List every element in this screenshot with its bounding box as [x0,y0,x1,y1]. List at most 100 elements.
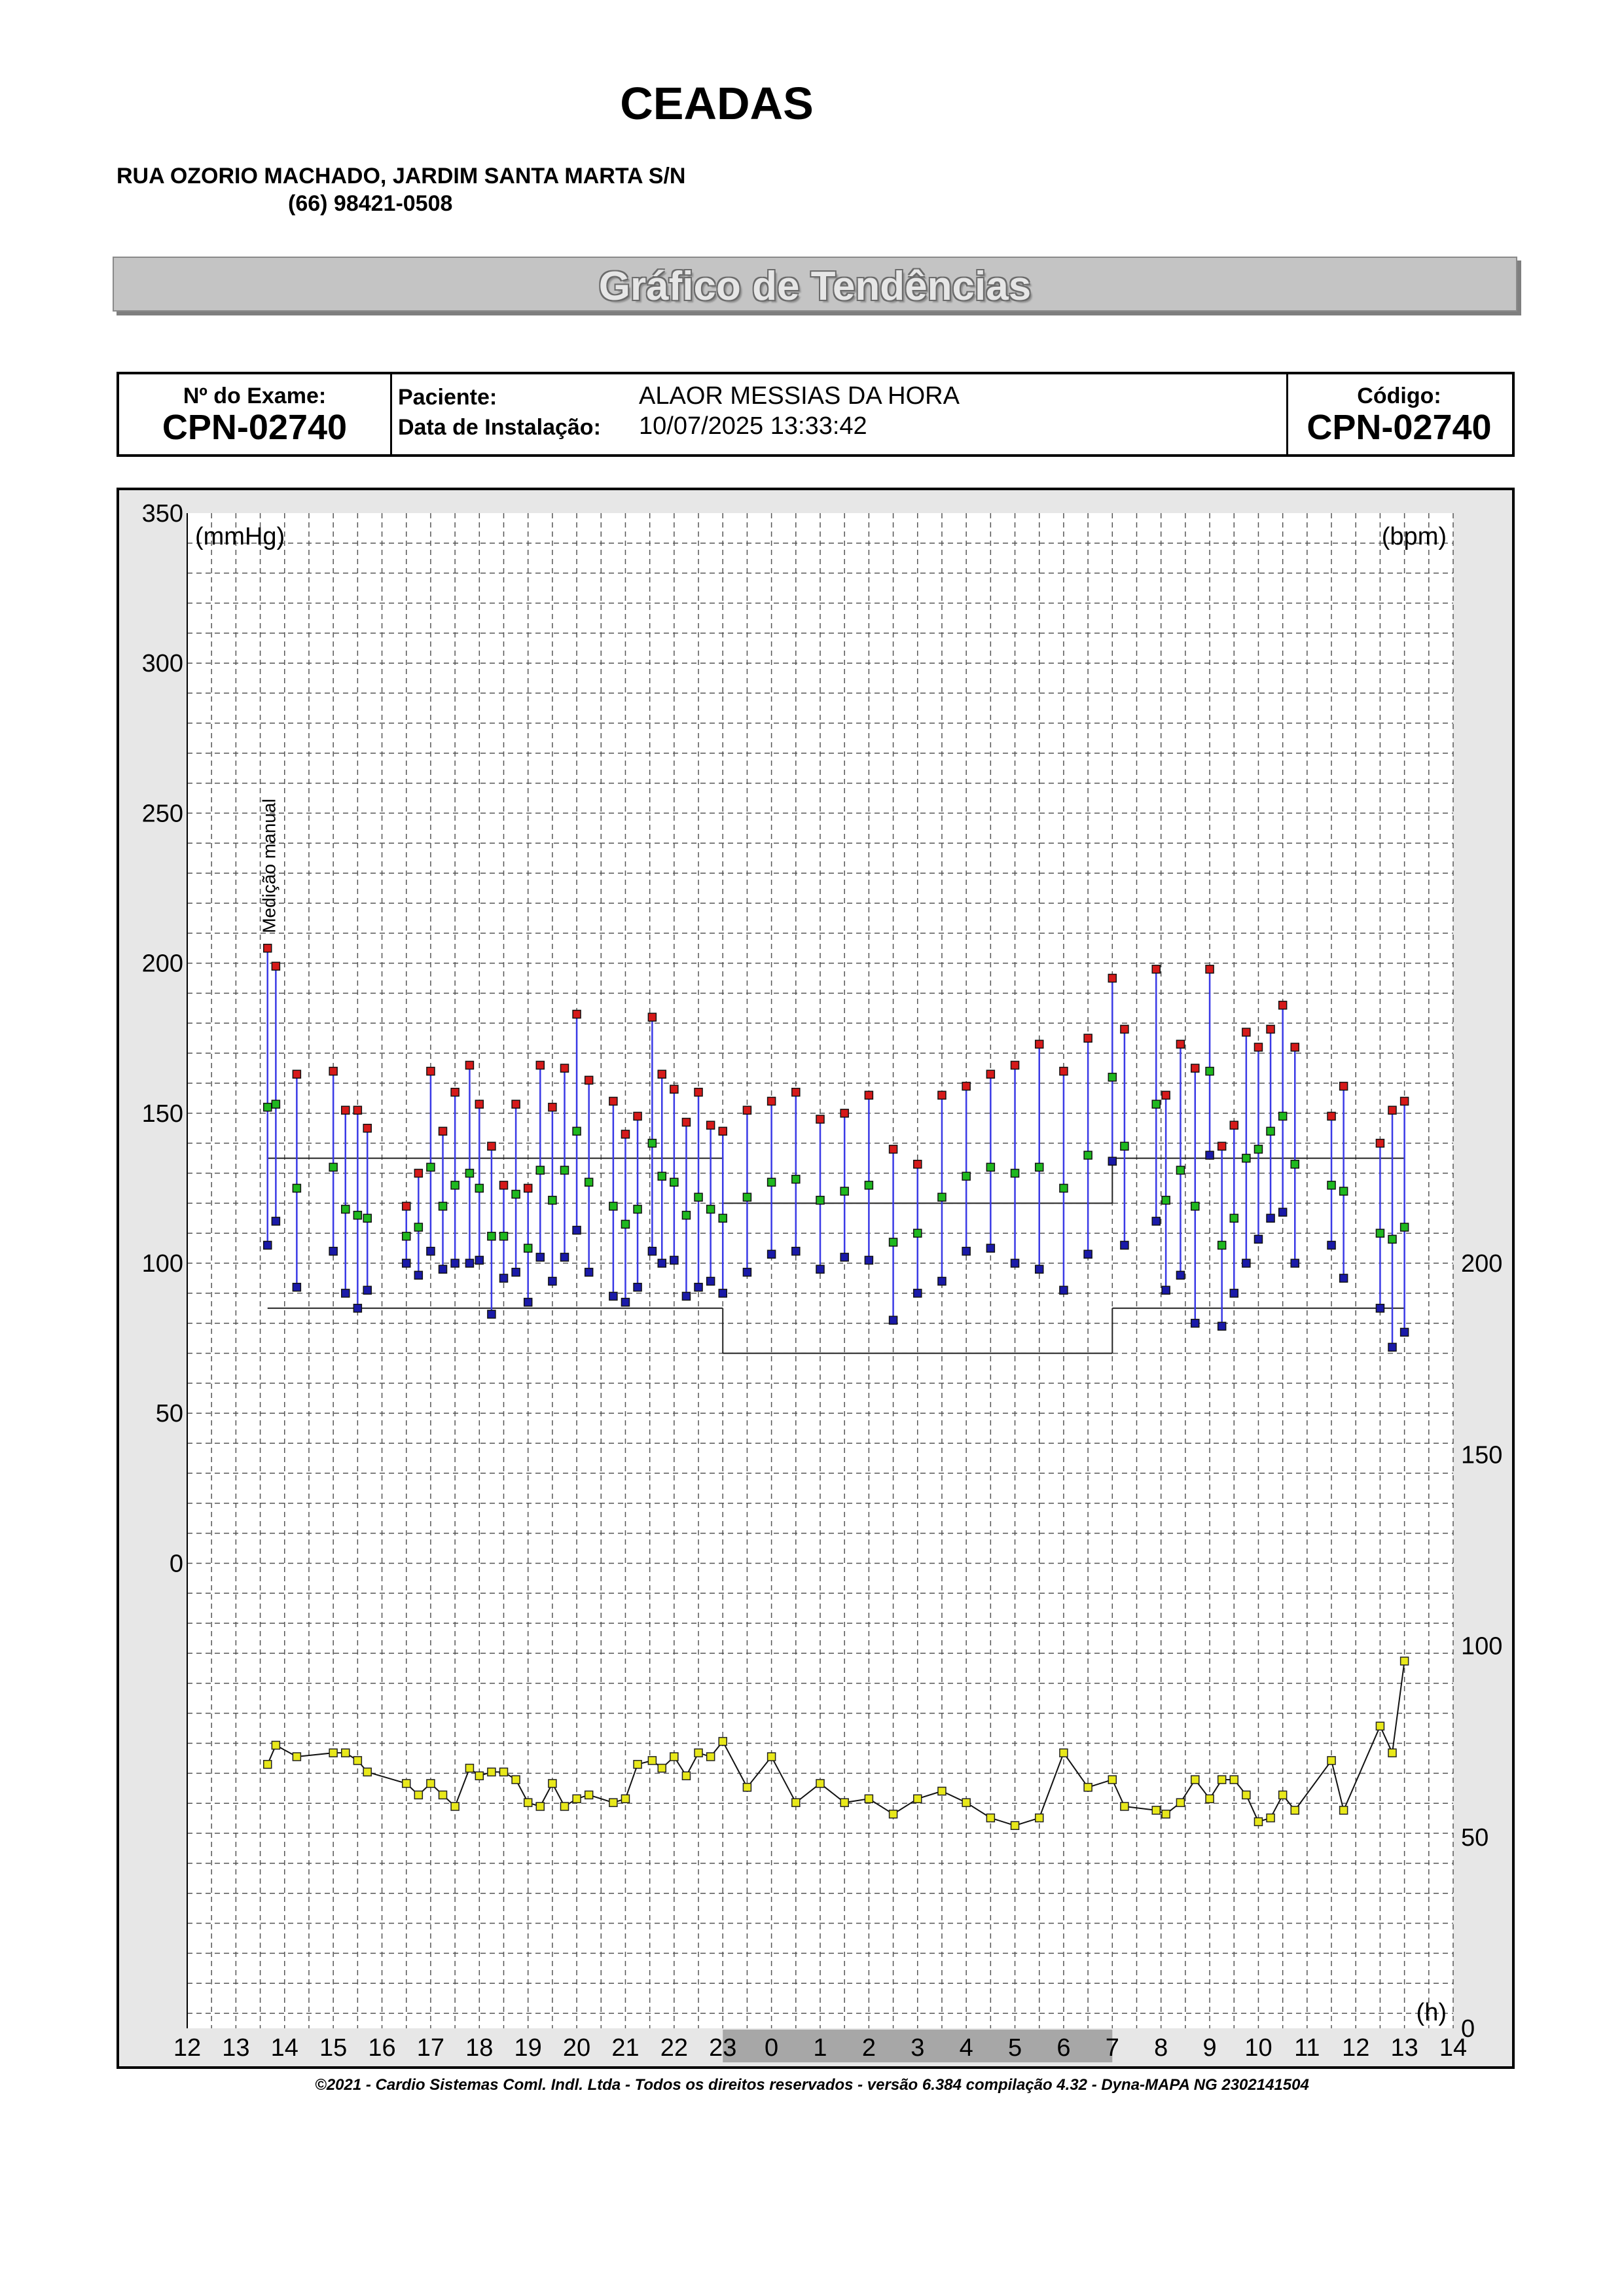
diastolic-point [353,1304,363,1313]
mean-pressure-point [1278,1111,1288,1121]
diastolic-point [633,1282,642,1292]
heart-rate-point [1108,1775,1117,1784]
diastolic-point [450,1259,460,1268]
y-left-tick-label: 350 [142,500,183,528]
heart-rate-point [937,1786,947,1796]
x-tick-label: 17 [417,2034,444,2062]
diastolic-point [1120,1240,1129,1250]
systolic-point [487,1141,496,1151]
systolic-point [962,1081,971,1091]
diastolic-point [1151,1217,1161,1226]
y-left-tick-label: 250 [142,800,183,827]
heart-rate-point [426,1779,435,1788]
x-tick-label: 0 [765,2034,778,2062]
systolic-point [438,1126,448,1136]
exam-number-value: CPN-02740 [162,408,348,447]
mean-pressure-point [262,1102,272,1112]
systolic-point [647,1013,657,1022]
systolic-point [767,1096,776,1106]
systolic-point [363,1124,372,1133]
systolic-point [913,1160,922,1169]
x-tick-label: 14 [271,2034,298,2062]
diastolic-point [1242,1259,1251,1268]
mean-pressure-point [621,1219,630,1229]
diastolic-point [937,1276,947,1286]
systolic-point [609,1096,618,1106]
x-tick-label: 18 [465,2034,493,2062]
diastolic-point [465,1259,475,1268]
systolic-point [292,1069,302,1079]
systolic-point [1399,1096,1409,1106]
diastolic-point [292,1282,302,1292]
heart-rate-point [816,1779,825,1788]
mean-pressure-point [353,1210,363,1220]
heart-rate-point [560,1802,569,1811]
heart-rate-point [1278,1790,1288,1800]
diastolic-point [1161,1285,1170,1295]
systolic-point [888,1145,898,1154]
y-left-tick-label: 150 [142,1100,183,1128]
diastolic-point [499,1274,509,1283]
systolic-point [657,1069,666,1079]
y-left-tick-label: 300 [142,650,183,677]
systolic-point [329,1066,338,1076]
heart-rate-point [499,1767,509,1777]
diastolic-point [706,1276,715,1286]
systolic-point [1010,1060,1020,1070]
systolic-point [670,1085,679,1094]
diastolic-point [487,1310,496,1319]
systolic-point [1278,1001,1288,1010]
diastolic-point [1327,1240,1336,1250]
x-tick-label: 16 [368,2034,395,2062]
diastolic-point [262,1240,272,1250]
systolic-point [1108,973,1117,983]
mean-pressure-point [414,1223,424,1232]
systolic-point [1151,965,1161,974]
x-tick-label: 4 [960,2034,973,2062]
mean-pressure-point [584,1177,594,1187]
heart-rate-point [694,1748,703,1757]
code-cell: Código: CPN-02740 [1286,374,1512,454]
mean-pressure-point [1034,1162,1044,1172]
systolic-point [694,1087,703,1097]
heart-rate-point [584,1790,594,1800]
mean-pressure-point [511,1189,520,1199]
x-tick-label: 10 [1244,2034,1272,2062]
heart-rate-point [840,1798,849,1807]
install-date-value: 10/07/2025 13:33:42 [639,412,867,440]
diastolic-point [1388,1342,1397,1352]
heart-rate-point [742,1783,752,1792]
heart-rate-point [1191,1775,1200,1784]
x-unit: (h) [1416,1999,1447,2026]
y-left-tick-label: 0 [170,1550,183,1577]
systolic-point [262,943,272,953]
systolic-point [1388,1105,1397,1115]
systolic-point [1290,1043,1299,1052]
mean-pressure-point [438,1202,448,1211]
exam-number-label: Nº do Exame: [183,384,327,408]
heart-rate-point [718,1736,727,1746]
systolic-point [426,1066,435,1076]
diastolic-point [271,1217,281,1226]
diastolic-point [1266,1213,1275,1223]
systolic-point [414,1168,424,1178]
mean-pressure-point [1120,1141,1129,1151]
x-tick-label: 19 [514,2034,542,2062]
diastolic-point [1083,1249,1092,1259]
mean-pressure-point [329,1162,338,1172]
systolic-point [986,1069,996,1079]
heart-rate-point [401,1779,411,1788]
mean-pressure-point [1339,1187,1348,1196]
mean-pressure-point [1290,1160,1299,1169]
diastolic-point [1034,1265,1044,1274]
mean-pressure-point [913,1229,922,1238]
mean-pressure-point [1375,1229,1385,1238]
systolic-point [535,1060,545,1070]
heart-rate-point [1290,1806,1299,1815]
code-label: Código: [1357,384,1441,408]
heart-rate-point [681,1771,691,1780]
diastolic-point [414,1270,424,1280]
x-tick-label: 5 [1008,2034,1022,2062]
heart-rate-point [353,1756,363,1765]
diastolic-point [475,1255,484,1265]
